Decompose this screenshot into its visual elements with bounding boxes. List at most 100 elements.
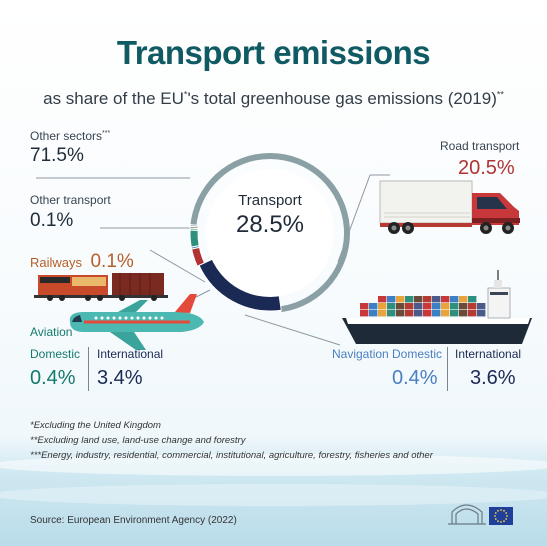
footnote-mark: *** (102, 130, 111, 137)
eu-star (505, 518, 508, 520)
container-block (423, 310, 432, 317)
chart-subtitle: as share of the EU*'s total greenhouse g… (0, 89, 547, 109)
subtitle-text: as share of the EU (43, 89, 184, 108)
container-block (450, 310, 459, 317)
container-block (405, 303, 414, 310)
chart-title: Transport emissions (116, 34, 431, 71)
leader-line (244, 314, 341, 346)
container-block (459, 296, 468, 303)
railways-value: 0.1% (90, 251, 134, 272)
transport-center-label: Transport 28.5% (205, 192, 335, 239)
aviation-international-value: 3.4% (97, 367, 143, 389)
navigation-international-value: 3.6% (470, 367, 516, 389)
other-sectors-text: Other sectors (30, 129, 103, 143)
aviation-domestic-value: 0.4% (30, 367, 76, 389)
eu-star (503, 520, 505, 523)
eu-parliament-logo (448, 504, 513, 525)
navigation-domestic-label: Domestic (392, 347, 443, 361)
container-block (432, 310, 441, 317)
container-block (441, 310, 450, 317)
navigation-international-label: International (455, 347, 522, 361)
eu-star (505, 512, 508, 514)
container-block (468, 296, 477, 303)
container-block (414, 303, 423, 310)
container-block (369, 310, 378, 317)
sea-background (0, 436, 547, 546)
container-block (468, 310, 477, 317)
container-block (387, 303, 396, 310)
railways-group: Railways 0.1% (30, 251, 134, 273)
train-icon (34, 273, 168, 301)
eu-star (500, 509, 502, 511)
container-block (441, 296, 450, 303)
eu-star (500, 521, 502, 523)
container-block (423, 296, 432, 303)
container-block (432, 296, 441, 303)
truck-icon (379, 180, 520, 234)
eu-star (494, 512, 497, 514)
aviation-international-label: International (97, 347, 164, 361)
eu-star (494, 518, 497, 520)
aviation-divider (88, 347, 89, 391)
other-transport-label: Other transport (30, 193, 111, 207)
container-ship-icon (342, 270, 532, 344)
ring-center (206, 169, 334, 297)
footnote-3: ***Energy, industry, residential, commer… (30, 450, 433, 461)
container-block (414, 310, 423, 317)
container-block (477, 310, 486, 317)
other-transport-value: 0.1% (30, 210, 74, 231)
eu-star (506, 515, 508, 517)
eu-star (497, 509, 499, 512)
container-block (405, 296, 414, 303)
wave-decoration (0, 484, 547, 506)
subtitle-footnote-mark: * (183, 89, 188, 100)
subtitle-text: 's total greenhouse gas emissions (2019) (187, 89, 497, 108)
container-block (378, 310, 387, 317)
container-block (396, 303, 405, 310)
aviation-label: Aviation (30, 325, 73, 339)
eu-star (497, 520, 499, 523)
railways-label: Railways (30, 255, 83, 270)
road-transport-value: 20.5% (458, 157, 515, 179)
wave-decoration (0, 454, 547, 476)
container-block (459, 310, 468, 317)
transport-label: Transport (238, 192, 302, 209)
container-block (360, 310, 369, 317)
subtitle-footnote-mark: ** (496, 89, 504, 100)
container-block (450, 296, 459, 303)
container-block (369, 303, 378, 310)
container-block (441, 303, 450, 310)
container-block (396, 296, 405, 303)
container-block (432, 303, 441, 310)
eu-star (494, 515, 496, 517)
container-block (387, 296, 396, 303)
container-block (405, 310, 414, 317)
other-sectors-value: 71.5% (30, 145, 84, 166)
container-block (477, 303, 486, 310)
eu-star (503, 509, 505, 512)
footnote-2: **Excluding land use, land-use change an… (30, 435, 246, 446)
container-block (378, 296, 387, 303)
airplane-icon (69, 294, 205, 350)
other-sectors-label: Other sectors*** (30, 129, 110, 143)
navigation-divider (447, 347, 448, 391)
navigation-domestic-value: 0.4% (392, 367, 438, 389)
container-block (459, 303, 468, 310)
container-block (360, 303, 369, 310)
source-note: Source: European Environment Agency (202… (30, 515, 237, 526)
road-transport-label: Road transport (440, 139, 520, 153)
container-block (468, 303, 477, 310)
leader-line (149, 249, 206, 283)
container-block (387, 310, 396, 317)
navigation-label: Navigation (332, 347, 389, 361)
container-block (450, 303, 459, 310)
footnote-1: *Excluding the United Kingdom (30, 420, 161, 431)
container-block (423, 303, 432, 310)
other-transport-arc (189, 224, 199, 228)
container-block (396, 310, 405, 317)
container-block (378, 303, 387, 310)
transport-value: 28.5% (235, 211, 305, 238)
aviation-domestic-label: Domestic (30, 347, 81, 361)
